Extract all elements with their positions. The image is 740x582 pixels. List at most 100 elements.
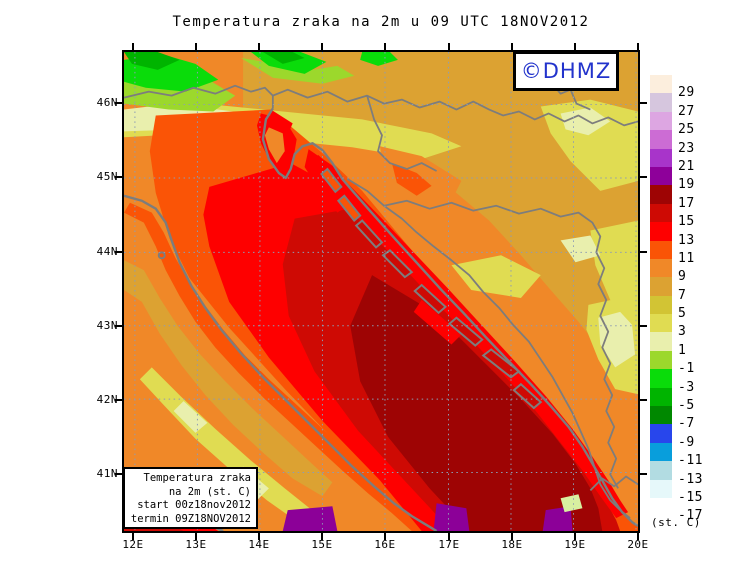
islands [157,167,543,410]
colorbar-row: -3 [650,369,694,395]
lon-tick-bottom [132,533,134,540]
colorbar-row: -1 [650,350,694,376]
colorbar-swatch [650,75,672,94]
colorbar-row: 19 [650,166,694,192]
lon-label: 12E [122,538,144,551]
colorbar-swatch [650,387,672,407]
lat-label: 45N [96,170,118,183]
lon-tick-bottom [321,533,323,540]
colorbar-row: -11 [650,442,702,468]
dhmz-logo-text: ©DHMZ [520,59,612,83]
colorbar-row: 3 [650,314,686,339]
colorbar-swatch [650,258,672,278]
info-line: start 00z18nov2012 [137,499,251,511]
colorbar-label: -13 [678,471,703,487]
colorbar-row: -9 [650,424,694,450]
lon-tick-bottom [384,533,386,540]
lat-tick-left [115,251,122,253]
lat-tick-right [640,102,647,104]
dhmz-logo: ©DHMZ [513,51,619,91]
lat-tick-left [115,473,122,475]
colorbar-swatch [650,222,672,241]
lat-tick-left [115,176,122,178]
colorbar-swatch [650,203,672,223]
colorbar-swatch [650,148,672,167]
colorbar-label: 5 [678,306,687,322]
lon-tick-bottom [195,533,197,540]
lon-tick-top [574,43,576,50]
lon-label: 13E [185,538,207,551]
lat-tick-right [640,251,647,253]
colorbar-swatch [650,497,672,517]
colorbar-label: 25 [678,122,695,138]
colorbar-row: 1 [650,332,686,358]
temperature-field-map [124,52,638,531]
colorbar-swatch [650,461,672,480]
colorbar-row: -17 [650,497,702,523]
colorbar: 29 27 25 23 21 19 17 15 13 11 9 7 5 3 1 -1 -3 -5 -7 -9 -11 -1… [650,75,710,523]
info-line: Temperatura zraka [143,472,251,484]
colorbar-row: 27 [650,93,694,119]
colorbar-label: 17 [678,195,695,211]
colorbar-row: 17 [650,185,694,211]
lat-tick-right [640,473,647,475]
colorbar-row: -15 [650,479,702,505]
lat-label: 41N [96,467,118,480]
lon-tick-top [321,43,323,50]
lon-label: 16E [374,538,396,551]
colorbar-row: -13 [650,461,702,487]
colorbar-unit: (st. C) [651,516,701,529]
lon-tick-top [384,43,386,50]
colorbar-row: 21 [650,148,694,174]
colorbar-row: 9 [650,258,686,284]
colorbar-swatch [650,479,672,498]
lon-tick-bottom [258,533,260,540]
lon-tick-top [132,43,134,50]
colorbar-row: -5 [650,387,694,413]
colorbar-row: 15 [650,203,694,229]
colorbar-swatch [650,111,672,131]
lon-tick-top [448,43,450,50]
colorbar-label: 9 [678,269,687,285]
lat-tick-left [115,102,122,104]
lat-tick-left [115,399,122,401]
colorbar-label: 27 [678,103,695,119]
info-line: termin 09Z18NOV2012 [130,512,251,525]
colorbar-label: -5 [678,398,695,414]
colorbar-swatch [650,166,672,186]
colorbar-swatch [650,277,672,296]
lon-tick-bottom [448,533,450,540]
colorbar-swatch [650,406,672,425]
colorbar-label: -3 [678,379,695,395]
colorbar-label: 21 [678,158,695,174]
lat-tick-right [640,399,647,401]
colorbar-row: 11 [650,240,694,266]
colorbar-label: 7 [678,287,687,303]
colorbar-row: 25 [650,111,694,137]
colorbar-swatch [650,185,672,204]
lon-label: 20E [627,538,649,551]
colorbar-label: 15 [678,214,695,230]
lat-label: 42N [96,393,118,406]
colorbar-label: -17 [678,508,703,524]
colorbar-swatch [650,295,672,315]
colorbar-row: -7 [650,406,694,431]
map-info-box: Temperatura zraka na 2m (st. C) start 00… [123,467,258,529]
lon-label: 19E [564,538,586,551]
colorbar-label: -11 [678,453,703,469]
lon-tick-bottom [637,533,639,540]
colorbar-row: 5 [650,295,686,321]
lon-label: 17E [438,538,460,551]
lat-label: 46N [96,96,118,109]
lat-label: 43N [96,319,118,332]
lat-tick-right [640,176,647,178]
sea-temperature-layers [124,109,638,531]
colorbar-row: 7 [650,277,686,303]
colorbar-label: 19 [678,177,695,193]
colorbar-label: 3 [678,324,687,340]
colorbar-swatch [650,369,672,388]
lon-tick-top [637,43,639,50]
lat-label: 44N [96,245,118,258]
lon-label: 15E [311,538,333,551]
